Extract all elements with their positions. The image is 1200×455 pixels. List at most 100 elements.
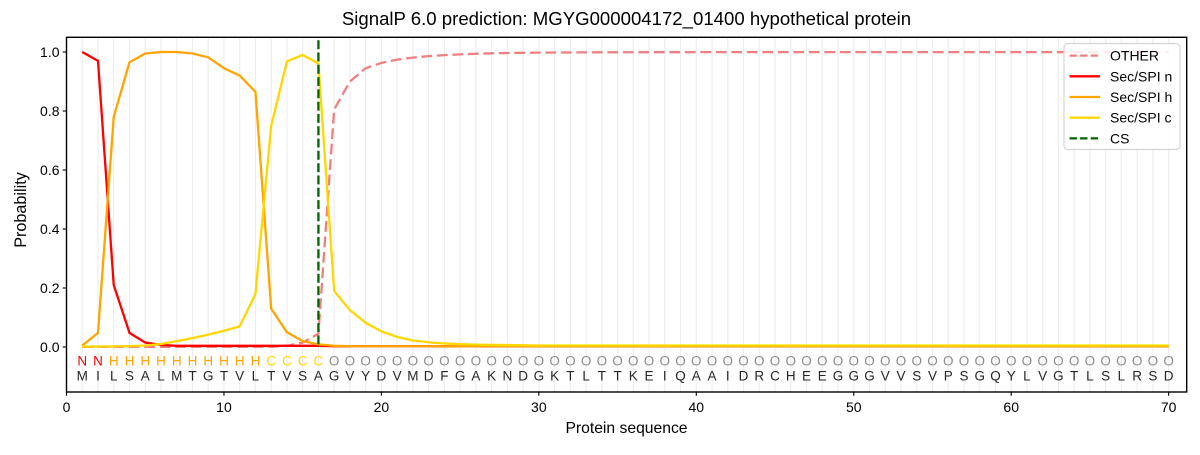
- svg-text:L: L: [1086, 369, 1094, 384]
- svg-text:O: O: [597, 354, 608, 369]
- svg-text:G: G: [1053, 369, 1064, 384]
- svg-text:H: H: [156, 354, 166, 369]
- svg-text:H: H: [188, 354, 198, 369]
- svg-text:A: A: [692, 369, 701, 384]
- svg-text:O: O: [848, 354, 859, 369]
- svg-text:O: O: [880, 354, 891, 369]
- svg-text:Q: Q: [990, 369, 1001, 384]
- svg-text:E: E: [818, 369, 827, 384]
- svg-text:Y: Y: [361, 369, 370, 384]
- svg-text:A: A: [471, 369, 480, 384]
- svg-text:40: 40: [689, 399, 705, 415]
- svg-text:O: O: [943, 354, 954, 369]
- svg-text:D: D: [739, 369, 749, 384]
- svg-text:P: P: [944, 369, 953, 384]
- svg-text:O: O: [471, 354, 482, 369]
- svg-text:O: O: [345, 354, 356, 369]
- svg-text:0.6: 0.6: [40, 162, 60, 178]
- svg-text:10: 10: [216, 399, 232, 415]
- svg-text:G: G: [848, 369, 859, 384]
- svg-text:V: V: [393, 369, 402, 384]
- svg-text:M: M: [77, 369, 88, 384]
- svg-text:O: O: [329, 354, 340, 369]
- svg-text:R: R: [754, 369, 764, 384]
- svg-text:O: O: [707, 354, 718, 369]
- svg-text:L: L: [157, 369, 165, 384]
- svg-text:O: O: [864, 354, 875, 369]
- svg-text:G: G: [329, 369, 340, 384]
- svg-text:O: O: [534, 354, 545, 369]
- svg-text:0.2: 0.2: [40, 280, 60, 296]
- svg-text:L: L: [252, 369, 260, 384]
- svg-text:O: O: [959, 354, 970, 369]
- svg-text:H: H: [235, 354, 245, 369]
- svg-text:O: O: [691, 354, 702, 369]
- svg-text:SignalP 6.0 prediction: MGYG00: SignalP 6.0 prediction: MGYG000004172_01…: [342, 8, 911, 30]
- svg-text:Y: Y: [1007, 369, 1016, 384]
- svg-text:O: O: [1022, 354, 1033, 369]
- svg-text:S: S: [298, 369, 307, 384]
- svg-text:G: G: [455, 369, 466, 384]
- svg-text:O: O: [376, 354, 387, 369]
- svg-text:T: T: [267, 369, 275, 384]
- svg-text:G: G: [833, 369, 844, 384]
- svg-text:O: O: [927, 354, 938, 369]
- svg-text:C: C: [314, 354, 324, 369]
- svg-text:O: O: [974, 354, 985, 369]
- svg-text:60: 60: [1003, 399, 1019, 415]
- svg-text:O: O: [1006, 354, 1017, 369]
- svg-text:V: V: [345, 369, 354, 384]
- svg-text:C: C: [298, 354, 308, 369]
- svg-text:G: G: [864, 369, 875, 384]
- svg-text:G: G: [974, 369, 985, 384]
- svg-text:M: M: [407, 369, 418, 384]
- svg-text:N: N: [502, 369, 512, 384]
- svg-text:O: O: [675, 354, 686, 369]
- svg-text:K: K: [550, 369, 559, 384]
- svg-text:O: O: [502, 354, 513, 369]
- svg-text:C: C: [282, 354, 292, 369]
- svg-text:O: O: [360, 354, 371, 369]
- svg-text:T: T: [188, 369, 196, 384]
- svg-text:O: O: [486, 354, 497, 369]
- svg-text:A: A: [708, 369, 717, 384]
- svg-text:O: O: [423, 354, 434, 369]
- svg-text:OTHER: OTHER: [1110, 48, 1159, 64]
- svg-text:O: O: [549, 354, 560, 369]
- svg-text:O: O: [1116, 354, 1127, 369]
- svg-text:I: I: [726, 369, 730, 384]
- svg-text:O: O: [1148, 354, 1159, 369]
- svg-text:R: R: [1132, 369, 1142, 384]
- svg-text:L: L: [1023, 369, 1031, 384]
- svg-text:O: O: [565, 354, 576, 369]
- svg-text:L: L: [1118, 369, 1126, 384]
- svg-text:C: C: [770, 369, 780, 384]
- svg-text:H: H: [203, 354, 213, 369]
- svg-text:O: O: [518, 354, 529, 369]
- svg-text:O: O: [786, 354, 797, 369]
- svg-text:K: K: [487, 369, 496, 384]
- svg-text:O: O: [1163, 354, 1174, 369]
- svg-text:O: O: [1069, 354, 1080, 369]
- svg-text:V: V: [881, 369, 890, 384]
- svg-text:K: K: [629, 369, 638, 384]
- svg-text:Sec/SPI c: Sec/SPI c: [1110, 110, 1171, 126]
- svg-text:0.8: 0.8: [40, 103, 60, 119]
- svg-text:O: O: [723, 354, 734, 369]
- svg-text:O: O: [738, 354, 749, 369]
- svg-text:V: V: [282, 369, 291, 384]
- svg-text:I: I: [663, 369, 667, 384]
- svg-text:T: T: [566, 369, 574, 384]
- svg-text:20: 20: [374, 399, 390, 415]
- svg-text:O: O: [833, 354, 844, 369]
- svg-text:O: O: [612, 354, 623, 369]
- svg-text:H: H: [172, 354, 182, 369]
- svg-text:V: V: [896, 369, 905, 384]
- svg-text:N: N: [77, 354, 87, 369]
- svg-text:50: 50: [846, 399, 862, 415]
- svg-text:S: S: [912, 369, 921, 384]
- svg-text:CS: CS: [1110, 130, 1129, 146]
- svg-text:O: O: [581, 354, 592, 369]
- svg-text:D: D: [1164, 369, 1174, 384]
- svg-text:G: G: [534, 369, 545, 384]
